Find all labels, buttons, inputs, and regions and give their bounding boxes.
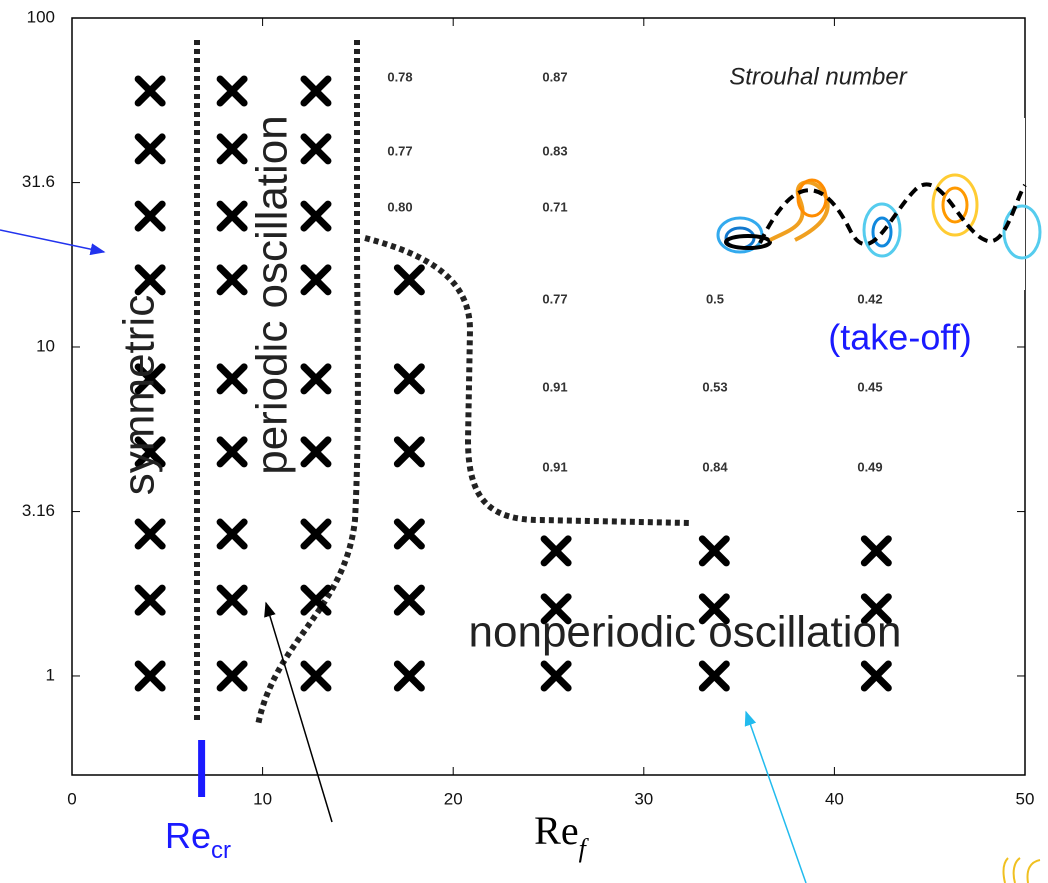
strouhal-value: 0.83 [542,143,567,158]
x-tick-label: 30 [634,789,653,808]
chart: 1 3.16 10 31.6 100 0 10 20 30 40 50 Strouhal numbe… [0,0,1048,883]
x-marker [138,664,162,688]
x-axis-label-main: Re [534,808,578,853]
x-marker [220,588,244,612]
strouhal-value: 0.77 [542,291,567,306]
x-tick-label: 20 [444,789,463,808]
strouhal-title: Strouhal number [729,63,907,90]
x-marker [304,440,328,464]
x-marker [397,367,421,391]
inset-label: (take-off) [828,317,971,358]
strouhal-value: 0.78 [387,69,412,84]
strouhal-value: 0.80 [387,199,412,214]
strouhal-value: 0.42 [857,291,882,306]
x-tick-label: 0 [67,789,76,808]
x-marker [702,664,726,688]
x-marker [138,204,162,228]
region-label: periodic oscillation [248,115,297,475]
x-marker [544,664,568,688]
x-marker [138,79,162,103]
x-marker [220,204,244,228]
region-label: nonperiodic oscillation [469,608,902,657]
critical-label: Recr [165,815,231,865]
x-marker [138,268,162,292]
corner-figure [1004,858,1040,883]
y-tick-label: 100 [27,7,55,26]
x-marker [304,664,328,688]
x-tick-label: 10 [253,789,272,808]
critical-label-main: Re [165,815,211,856]
x-marker [220,522,244,546]
strouhal-value: 0.53 [702,379,727,394]
arrow [746,712,806,883]
arrow [0,230,104,252]
strouhal-value: 0.91 [542,459,567,474]
inset-image [690,118,1040,290]
y-tick-label: 31.6 [22,172,55,191]
x-marker [138,137,162,161]
strouhal-value: 0.45 [857,379,882,394]
x-marker [304,137,328,161]
x-marker [138,522,162,546]
x-marker [304,79,328,103]
x-marker [544,539,568,563]
y-tick-label: 1 [46,665,55,684]
x-marker [304,268,328,292]
region-label: symmetric [115,295,164,495]
x-marker [220,367,244,391]
critical-label-sub: cr [211,837,231,864]
x-marker [702,539,726,563]
x-marker [220,664,244,688]
x-tick-label: 50 [1016,789,1035,808]
inset-background [690,118,1025,290]
x-marker [397,664,421,688]
arrow [266,603,332,822]
x-marker [304,522,328,546]
y-tick-label: 10 [36,336,55,355]
x-marker [304,367,328,391]
x-marker [864,664,888,688]
x-axis-label-sub: f [579,834,590,863]
x-marker [304,204,328,228]
x-axis-label: Ref [534,808,589,863]
x-marker [397,522,421,546]
strouhal-value: 0.77 [387,143,412,158]
x-marker [220,440,244,464]
x-marker [397,268,421,292]
strouhal-value: 0.49 [857,459,882,474]
strouhal-value: 0.84 [702,459,728,474]
x-marker [304,588,328,612]
strouhal-value: 0.91 [542,379,567,394]
x-marker [220,137,244,161]
x-marker [220,268,244,292]
x-tick-label: 40 [825,789,844,808]
x-marker [864,539,888,563]
x-marker [138,588,162,612]
strouhal-value: 0.71 [542,199,567,214]
x-marker [397,440,421,464]
y-tick-label: 3.16 [22,501,55,520]
corner-contour [1004,858,1040,883]
strouhal-value: 0.87 [542,69,567,84]
strouhal-value: 0.5 [706,291,724,306]
x-marker [397,588,421,612]
x-marker [220,79,244,103]
